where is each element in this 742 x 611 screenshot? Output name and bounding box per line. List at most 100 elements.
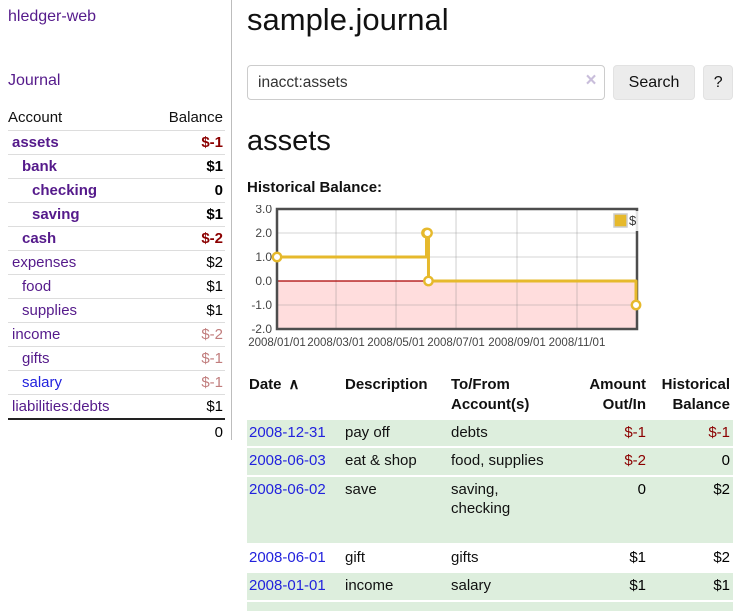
register-header-balance: Historical Balance: [661, 376, 730, 414]
table-row: 2008-06-02 save saving, checking 0 $2: [247, 476, 733, 543]
account-balance: $-2: [201, 230, 223, 247]
main-content: sample.journal × Search ? assets Histori…: [247, 0, 733, 611]
account-link[interactable]: assets: [12, 134, 59, 151]
account-balance: $1: [206, 302, 223, 319]
svg-text:2.0: 2.0: [255, 226, 272, 240]
register-date-link[interactable]: 2008-06-02: [249, 480, 326, 498]
help-button[interactable]: ?: [703, 65, 733, 100]
register-header-description: Description: [345, 376, 428, 393]
svg-text:2008/09/01: 2008/09/01: [488, 337, 546, 349]
svg-text:2008/01/01: 2008/01/01: [248, 337, 306, 349]
account-link[interactable]: expenses: [12, 254, 77, 271]
account-link[interactable]: saving: [32, 206, 80, 223]
account-balance: $2: [206, 254, 223, 271]
account-balance: 0: [214, 182, 223, 199]
svg-text:0.0: 0.0: [255, 274, 272, 288]
account-balance: $1: [206, 158, 223, 175]
account-row: supplies $1: [8, 298, 225, 323]
search-input[interactable]: [247, 65, 605, 100]
app-title-link[interactable]: hledger-web: [8, 8, 97, 25]
sidebar: hledger-web Journal Account Balance asse…: [0, 0, 232, 444]
table-row: 2008-01-01 income salary $1 $1: [247, 573, 733, 600]
register-date-link[interactable]: 2008-12-31: [249, 423, 326, 441]
register-amount: 0: [577, 476, 649, 543]
table-row: 2008-06-01 gift gifts $1 $2: [247, 545, 733, 572]
account-balance: $-2: [201, 326, 223, 343]
account-link[interactable]: cash: [22, 230, 57, 247]
search-wrap: ×: [247, 65, 605, 100]
register-balance: $2: [649, 476, 733, 543]
register-description: pay off: [343, 419, 449, 446]
table-row: 2008-06-03 eat & shop food, supplies $-2…: [247, 448, 733, 475]
register-table: Date ∧ Description To/From Account(s) Amo…: [247, 371, 733, 602]
account-row: gifts $-1: [8, 346, 225, 371]
accounts-total-value: 0: [148, 418, 225, 444]
svg-text:1.0: 1.0: [255, 250, 272, 264]
account-link[interactable]: bank: [22, 158, 58, 175]
register-header-accounts: To/From Account(s): [451, 376, 530, 414]
register-description: save: [343, 476, 449, 543]
svg-text:2008/03/01: 2008/03/01: [307, 337, 365, 349]
account-row: liabilities:debts $1: [8, 394, 225, 420]
register-balance: 0: [649, 448, 733, 475]
account-row: bank $1: [8, 154, 225, 179]
account-row: food $1: [8, 274, 225, 299]
account-row: cash $-2: [8, 226, 225, 251]
account-balance: $1: [206, 398, 223, 415]
svg-text:-2.0: -2.0: [251, 322, 272, 336]
sidebar-item-journal[interactable]: Journal: [8, 72, 61, 89]
accounts-table: Account Balance assets $-1 bank $1 check…: [8, 106, 225, 444]
register-amount: $-1: [577, 419, 649, 446]
account-table-body: assets $-1 bank $1 checking 0 saving $1 …: [8, 130, 225, 420]
register-amount: $1: [577, 573, 649, 600]
historical-balance-chart: $3.0 2.0 1.0 0.0 -1.0 -2.0 2008/01/01 2008/03/0…: [247, 202, 709, 360]
register-description: income: [343, 573, 449, 600]
register-accounts: gifts: [451, 548, 479, 566]
svg-text:-1.0: -1.0: [251, 298, 272, 312]
account-link[interactable]: income: [12, 326, 61, 343]
chart-title: Historical Balance:: [247, 179, 383, 196]
account-balance: $1: [206, 206, 223, 223]
account-balance: $-1: [201, 374, 223, 391]
svg-text:3.0: 3.0: [255, 205, 272, 216]
accounts-header-row: Account Balance: [8, 106, 225, 131]
table-row-partial: [247, 601, 733, 611]
accounts-header-account: Account: [8, 109, 63, 126]
account-link[interactable]: gifts: [22, 350, 50, 367]
register-date-link[interactable]: 2008-06-01: [249, 548, 326, 566]
page-title: sample.journal: [247, 2, 449, 37]
search-button[interactable]: Search: [612, 65, 696, 100]
register-accounts: food, supplies: [449, 448, 577, 475]
svg-text:2008/05/01: 2008/05/01: [367, 337, 425, 349]
register-header-date[interactable]: Date ∧: [249, 376, 300, 393]
register-balance: $1: [649, 573, 733, 600]
accounts-total-row: 0: [8, 418, 225, 444]
table-row: 2008-12-31 pay off debts $-1 $-1: [247, 419, 733, 446]
account-row: salary $-1: [8, 370, 225, 395]
register-amount: $-2: [577, 448, 649, 475]
account-balance: $-1: [201, 350, 223, 367]
account-link[interactable]: checking: [32, 182, 98, 199]
account-link[interactable]: food: [22, 278, 52, 295]
register-table-body: 2008-12-31 pay off debts $-1 $-1 2008-06…: [247, 419, 733, 600]
register-date-link[interactable]: 2008-01-01: [249, 577, 326, 594]
account-link[interactable]: supplies: [22, 302, 78, 319]
search-row: × Search ?: [247, 65, 733, 100]
register-header-amount: Amount Out/In: [589, 376, 646, 414]
sort-ascending-icon: ∧: [288, 376, 300, 393]
register-date-link[interactable]: 2008-06-03: [249, 452, 326, 469]
register-header-row: Date ∧ Description To/From Account(s) Amo…: [247, 373, 733, 418]
register-balance: $-1: [649, 419, 733, 446]
account-link[interactable]: salary: [22, 374, 63, 391]
clear-search-icon[interactable]: ×: [585, 70, 597, 91]
svg-text:2008/07/01: 2008/07/01: [427, 337, 485, 349]
account-link[interactable]: liabilities:debts: [12, 398, 110, 415]
account-row: expenses $2: [8, 250, 225, 275]
register-description: gift: [345, 548, 366, 566]
account-row: saving $1: [8, 202, 225, 227]
account-row: income $-2: [8, 322, 225, 347]
svg-text:2008/11/01: 2008/11/01: [549, 337, 606, 349]
account-heading: assets: [247, 125, 331, 157]
